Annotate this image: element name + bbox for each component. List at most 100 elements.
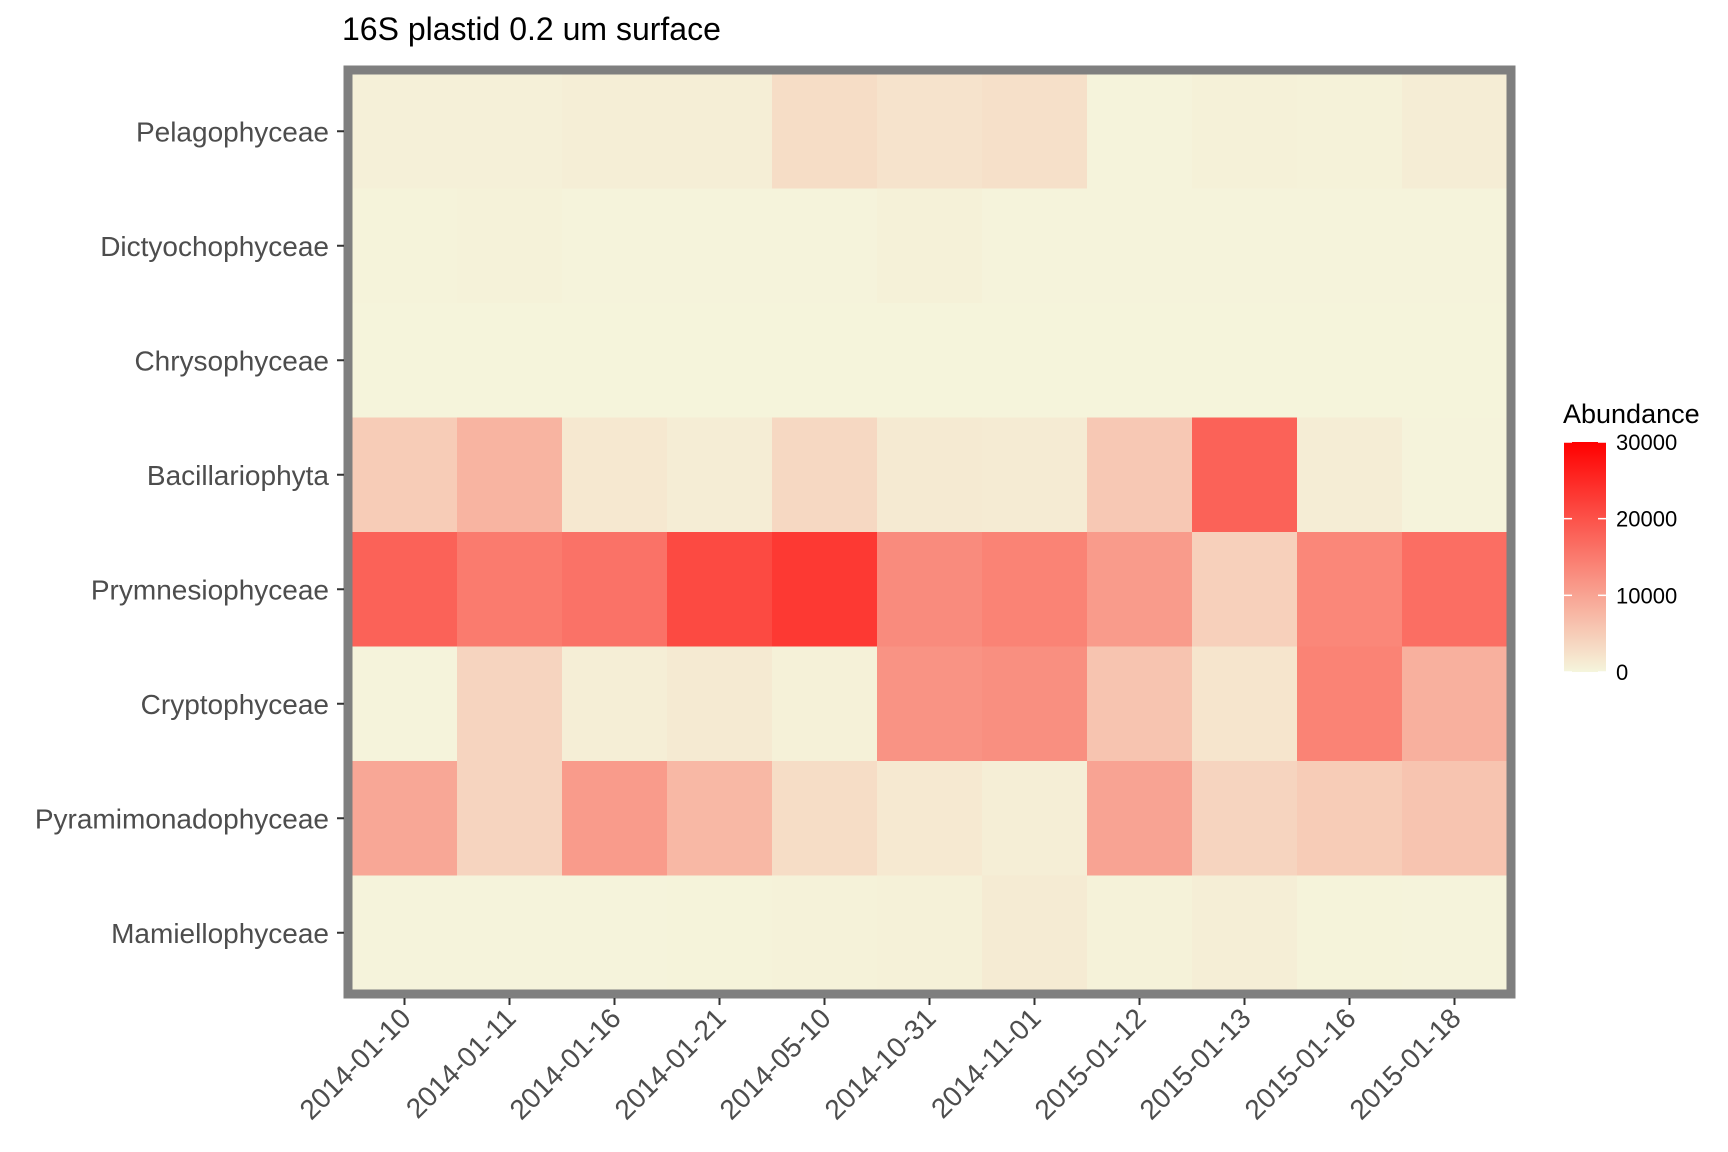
heatmap-cell bbox=[457, 532, 563, 648]
heatmap-cell bbox=[667, 303, 773, 419]
heatmap-cell bbox=[1297, 646, 1403, 762]
panel-border bbox=[343, 65, 1516, 999]
heatmap-cell bbox=[667, 188, 773, 304]
heatmap-cell bbox=[1297, 188, 1403, 304]
legend-tick-label: 0 bbox=[1616, 660, 1628, 685]
heatmap-cell bbox=[1402, 74, 1508, 190]
heatmap-cell bbox=[877, 74, 983, 190]
legend-title: Abundance bbox=[1563, 399, 1700, 429]
y-tick-label: Cryptophyceae bbox=[141, 689, 329, 720]
heatmap-cell bbox=[1192, 532, 1298, 648]
heatmap-cell bbox=[1087, 417, 1193, 533]
x-tick-label: 2014-01-16 bbox=[504, 1002, 627, 1125]
x-tick-label: 2014-11-01 bbox=[925, 1002, 1047, 1124]
heatmap-cell bbox=[1297, 74, 1403, 190]
heatmap-cell bbox=[1297, 417, 1403, 533]
heatmap-cell bbox=[982, 761, 1088, 877]
heatmap-cell bbox=[457, 875, 563, 991]
heatmap-cell bbox=[1297, 303, 1403, 419]
heatmap-cell bbox=[772, 74, 878, 190]
y-tick-label: Bacillariophyta bbox=[147, 460, 330, 491]
heatmap-cell bbox=[877, 761, 983, 877]
heatmap-cell bbox=[772, 188, 878, 304]
heatmap-cell bbox=[982, 532, 1088, 648]
heatmap-cell bbox=[1192, 417, 1298, 533]
legend-ticks: 0 10000 20000 30000 bbox=[1564, 430, 1677, 685]
heatmap-cell bbox=[562, 303, 668, 419]
heatmap-cell bbox=[772, 532, 878, 648]
heatmap-cell bbox=[457, 303, 563, 419]
heatmap-cell bbox=[772, 646, 878, 762]
x-tick-label: 2015-01-18 bbox=[1344, 1002, 1467, 1125]
heatmap-cell bbox=[877, 646, 983, 762]
heatmap-cell bbox=[1402, 303, 1508, 419]
y-tick-label: Prymnesiophyceae bbox=[91, 574, 329, 605]
heatmap-cell bbox=[1087, 646, 1193, 762]
heatmap-cell bbox=[667, 875, 773, 991]
heatmap-cell bbox=[1402, 875, 1508, 991]
y-axis: Pelagophyceae Dictyochophyceae Chrysophyce… bbox=[35, 116, 344, 949]
x-tick-label: 2014-01-21 bbox=[609, 1002, 732, 1125]
heatmap-cell bbox=[1192, 74, 1298, 190]
heatmap-cell bbox=[877, 417, 983, 533]
color-legend: Abundance 0 10000 20000 30000 bbox=[1563, 399, 1700, 685]
heatmap-cell bbox=[877, 303, 983, 419]
legend-tick-label: 20000 bbox=[1616, 507, 1677, 532]
heatmap-cell bbox=[457, 188, 563, 304]
heatmap-cell bbox=[457, 74, 563, 190]
heatmap-cell bbox=[772, 761, 878, 877]
heatmap-cell bbox=[1402, 532, 1508, 648]
x-tick-label: 2015-01-16 bbox=[1239, 1002, 1362, 1125]
heatmap-cell bbox=[982, 875, 1088, 991]
heatmap-cell bbox=[1192, 761, 1298, 877]
y-tick-label: Pelagophyceae bbox=[136, 116, 329, 147]
heatmap-cell bbox=[1192, 303, 1298, 419]
heatmap-cell bbox=[982, 74, 1088, 190]
legend-tick-label: 10000 bbox=[1616, 583, 1677, 608]
heatmap-cell bbox=[877, 188, 983, 304]
heatmap-cell bbox=[877, 532, 983, 648]
heatmap-cell bbox=[457, 761, 563, 877]
heatmap-cell bbox=[352, 417, 458, 533]
heatmap-cell bbox=[772, 417, 878, 533]
heatmap-cell bbox=[1402, 188, 1508, 304]
heatmap-cell bbox=[352, 761, 458, 877]
x-tick-label: 2014-01-10 bbox=[294, 1002, 417, 1125]
heatmap-cell bbox=[667, 646, 773, 762]
chart-title: 16S plastid 0.2 um surface bbox=[342, 11, 721, 47]
y-tick-label: Pyramimonadophyceae bbox=[35, 803, 329, 834]
heatmap-cell bbox=[352, 74, 458, 190]
heatmap-cells bbox=[352, 74, 1508, 991]
heatmap-cell bbox=[562, 875, 668, 991]
heatmap-cell bbox=[877, 875, 983, 991]
heatmap-cell bbox=[1297, 761, 1403, 877]
legend-colorbar bbox=[1564, 442, 1606, 672]
x-axis: 2014-01-102014-01-112014-01-162014-01-21… bbox=[294, 998, 1467, 1126]
heatmap-cell bbox=[1297, 532, 1403, 648]
x-tick-label: 2014-05-10 bbox=[714, 1002, 837, 1125]
heatmap-cell bbox=[772, 303, 878, 419]
heatmap-cell bbox=[1297, 875, 1403, 991]
heatmap-cell bbox=[1087, 188, 1193, 304]
heatmap-cell bbox=[667, 532, 773, 648]
heatmap-cell bbox=[562, 646, 668, 762]
heatmap-cell bbox=[1192, 188, 1298, 304]
heatmap-cell bbox=[982, 417, 1088, 533]
heatmap-cell bbox=[982, 646, 1088, 762]
heatmap-cell bbox=[1402, 646, 1508, 762]
heatmap-cell bbox=[1087, 74, 1193, 190]
heatmap-cell bbox=[562, 188, 668, 304]
heatmap-cell bbox=[667, 417, 773, 533]
heatmap-cell bbox=[562, 74, 668, 190]
heatmap-cell bbox=[1087, 303, 1193, 419]
x-tick-label: 2015-01-12 bbox=[1029, 1002, 1152, 1125]
y-tick-label: Dictyochophyceae bbox=[100, 231, 329, 262]
heatmap-cell bbox=[1402, 417, 1508, 533]
heatmap-cell bbox=[1087, 532, 1193, 648]
heatmap-cell bbox=[352, 532, 458, 648]
heatmap-cell bbox=[457, 646, 563, 762]
heatmap-cell bbox=[982, 303, 1088, 419]
heatmap-cell bbox=[562, 532, 668, 648]
y-tick-label: Chrysophyceae bbox=[134, 345, 329, 376]
